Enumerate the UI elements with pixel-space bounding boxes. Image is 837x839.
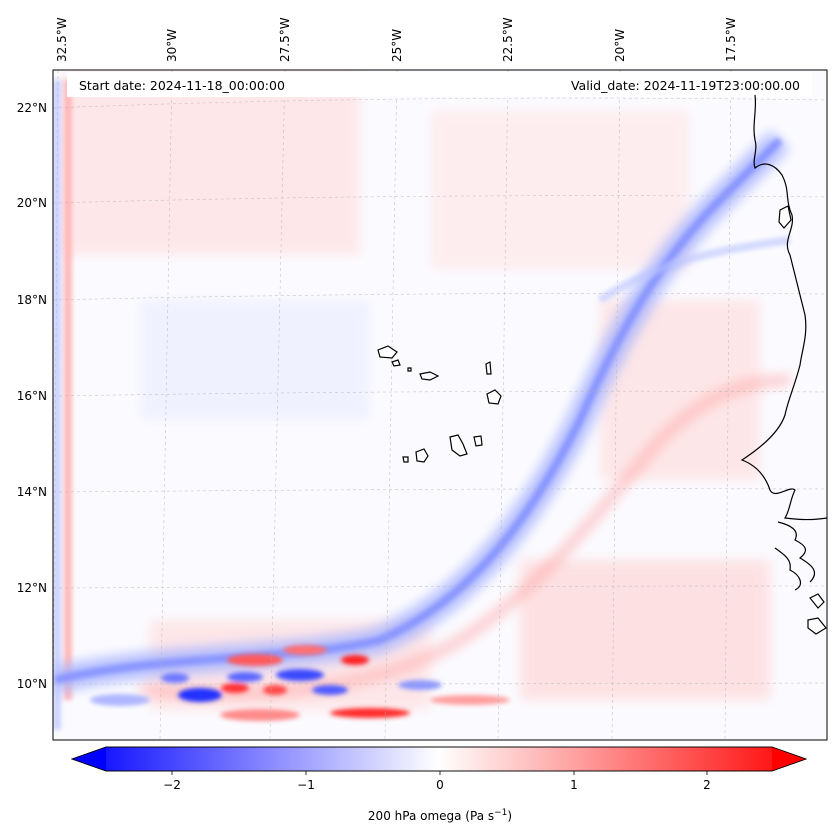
lat-labels: 22°N 20°N 18°N 16°N 14°N 12°N 10°N bbox=[17, 101, 47, 691]
colorbar-tick-label: −1 bbox=[297, 778, 315, 792]
colorbar-tick-label: 1 bbox=[570, 778, 578, 792]
graticule bbox=[53, 70, 827, 740]
map-panel bbox=[53, 70, 827, 740]
lat-label: 18°N bbox=[17, 293, 47, 307]
coastline bbox=[740, 94, 827, 591]
lon-label: 30°W bbox=[165, 29, 179, 62]
header-band bbox=[67, 72, 812, 97]
lon-label: 20°W bbox=[613, 29, 627, 62]
lat-label: 22°N bbox=[17, 101, 47, 115]
colorbar-title: 200 hPa omega (Pa s−1) bbox=[368, 808, 512, 823]
colorbar-tick-label: −2 bbox=[163, 778, 181, 792]
lat-label: 20°N bbox=[17, 196, 47, 210]
lon-labels: 32.5°W 30°W 27.5°W 25°W 22.5°W 20°W 17.5… bbox=[55, 17, 738, 62]
colorbar-extend-high bbox=[772, 747, 806, 771]
map-frame bbox=[52, 69, 828, 741]
lat-label: 16°N bbox=[17, 389, 47, 403]
lat-label: 14°N bbox=[17, 485, 47, 499]
colorbar-ticks bbox=[171, 771, 708, 775]
colorbar-tick-label: 0 bbox=[436, 778, 444, 792]
valid-date-label: Valid_date: 2024-11-19T23:00:00.00 bbox=[571, 78, 800, 93]
lon-label: 25°W bbox=[390, 29, 404, 62]
lat-label: 10°N bbox=[17, 677, 47, 691]
lat-label: 12°N bbox=[17, 581, 47, 595]
colorbar-tick-label: 2 bbox=[703, 778, 711, 792]
islands bbox=[377, 205, 827, 635]
lon-label: 17.5°W bbox=[724, 17, 738, 62]
lon-label: 22.5°W bbox=[501, 17, 515, 62]
colorbar-extend-low bbox=[72, 747, 106, 771]
lon-label: 32.5°W bbox=[55, 17, 69, 62]
lon-label: 27.5°W bbox=[278, 17, 292, 62]
colorbar: −2 −1 0 1 2 200 hPa omega (Pa s−1) bbox=[70, 746, 808, 823]
colorbar-bar bbox=[70, 746, 808, 772]
start-date-label: Start date: 2024-11-18_00:00:00 bbox=[79, 78, 285, 93]
omega-field bbox=[53, 75, 791, 730]
